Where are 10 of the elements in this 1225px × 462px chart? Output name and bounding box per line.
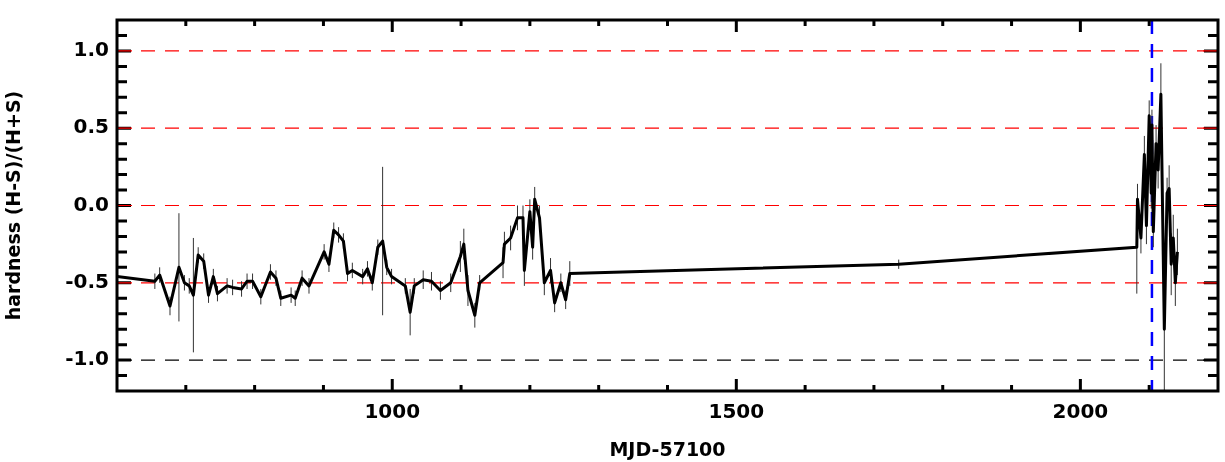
x-tick-label: 2000 xyxy=(1052,399,1109,424)
y-tick-label: 1.0 xyxy=(73,37,109,62)
x-axis-title: MJD-57100 xyxy=(609,437,726,460)
y-axis-title: hardness (H-S)/(H+S) xyxy=(2,90,25,321)
y-tick-label: 0.5 xyxy=(73,114,109,139)
x-tick-label: 1500 xyxy=(708,399,765,424)
y-tick-label: 0.0 xyxy=(73,191,109,216)
y-tick-label: -0.5 xyxy=(65,268,109,293)
x-tick-label: 1000 xyxy=(364,399,421,424)
y-tick-label: -1.0 xyxy=(65,346,109,371)
